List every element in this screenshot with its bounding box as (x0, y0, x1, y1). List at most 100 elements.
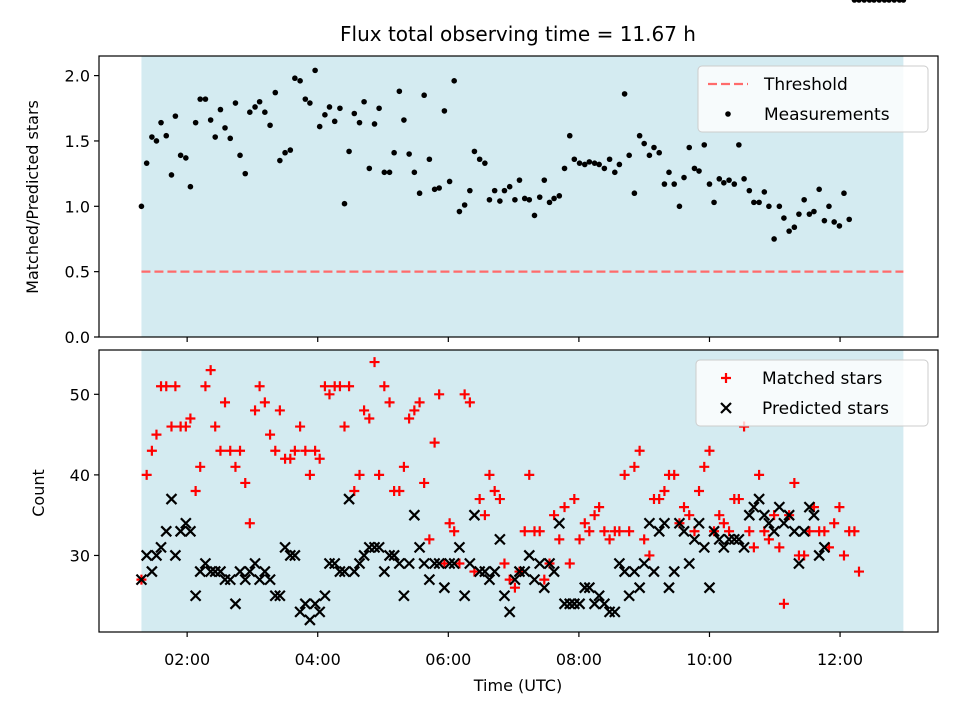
data-point (366, 165, 373, 172)
legend-label: Threshold (763, 75, 848, 95)
data-point (696, 168, 702, 174)
data-point (838, 550, 849, 561)
data-point (386, 169, 393, 176)
data-point (224, 573, 237, 586)
data-point (334, 565, 346, 578)
data-point (713, 533, 726, 546)
data-point (227, 135, 234, 142)
data-point (416, 190, 423, 197)
data-point (168, 172, 175, 178)
series-predicted-stars (136, 493, 831, 626)
count-panel: 30 40 50 Matched stars Predicted stars (70, 350, 939, 637)
data-point (584, 526, 595, 537)
data-point (646, 152, 653, 159)
data-point (322, 112, 328, 118)
data-point (464, 557, 476, 570)
data-point (304, 469, 315, 480)
data-point (324, 389, 335, 400)
legend-box (697, 65, 929, 133)
data-point (244, 518, 255, 529)
data-point (654, 494, 665, 505)
series-measurements (138, 0, 907, 242)
data-point (294, 606, 306, 618)
data-point (886, 0, 892, 3)
data-point (826, 203, 832, 210)
data-point (180, 421, 191, 432)
data-point (641, 140, 647, 147)
data-point (509, 582, 520, 593)
data-point (821, 217, 828, 224)
data-point (601, 165, 608, 172)
data-point (718, 541, 730, 554)
data-point (631, 190, 638, 197)
legend-plus-swatch (721, 373, 731, 383)
data-point (624, 526, 635, 537)
data-point (160, 525, 173, 538)
data-point (265, 429, 276, 440)
data-point (292, 75, 298, 82)
data-point (384, 397, 395, 408)
data-point (438, 581, 451, 594)
data-point (618, 565, 631, 578)
data-point (484, 469, 495, 480)
data-point (598, 598, 611, 610)
data-point (346, 148, 352, 155)
data-point (348, 565, 361, 578)
data-point (643, 517, 656, 530)
data-point (743, 509, 756, 521)
data-point (676, 203, 683, 210)
data-point (441, 108, 448, 114)
data-point (165, 493, 178, 505)
data-point (177, 152, 184, 159)
data-point (418, 557, 430, 570)
data-point (900, 0, 907, 3)
y-tick-label: 40 (70, 466, 90, 485)
data-point (633, 581, 646, 594)
data-point (297, 78, 303, 84)
data-point (409, 405, 420, 416)
data-point (252, 104, 258, 110)
data-point (444, 518, 455, 529)
data-point (541, 177, 548, 183)
data-point (143, 160, 150, 166)
data-point (254, 381, 265, 392)
data-point (853, 566, 864, 577)
data-point (274, 405, 285, 416)
data-point (379, 381, 390, 392)
data-point (819, 526, 830, 537)
data-point (518, 565, 531, 578)
shared-x-axis: 02:00 04:00 06:00 08:00 10:00 12:00 (164, 650, 863, 669)
data-point (688, 533, 701, 546)
data-point (653, 525, 665, 538)
data-point (328, 557, 341, 570)
data-point (668, 565, 680, 578)
data-point (678, 525, 690, 538)
data-point (401, 117, 407, 123)
data-point (849, 526, 860, 537)
data-point (394, 486, 405, 496)
data-point (578, 581, 591, 594)
data-point (656, 149, 663, 156)
data-point (368, 541, 381, 554)
data-point (494, 494, 505, 505)
data-point (449, 526, 460, 537)
data-point (448, 557, 460, 570)
data-point (339, 421, 350, 432)
data-point (456, 208, 463, 215)
data-point (354, 469, 365, 480)
data-point (467, 187, 473, 194)
data-point (771, 236, 777, 242)
data-point (778, 517, 790, 530)
data-point (411, 169, 418, 176)
data-point (512, 196, 518, 203)
data-point (454, 558, 465, 569)
data-point (371, 121, 378, 127)
data-point (551, 195, 557, 202)
data-point (197, 96, 204, 102)
data-point (569, 494, 580, 505)
data-point (428, 557, 441, 570)
data-point (183, 155, 189, 161)
data-point (613, 557, 626, 570)
data-point (381, 169, 388, 176)
